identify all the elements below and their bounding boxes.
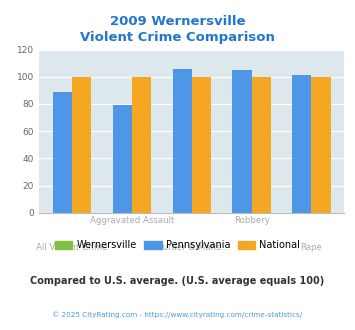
Bar <box>252 77 271 213</box>
Bar <box>132 77 151 213</box>
Text: Rape: Rape <box>300 244 322 252</box>
Text: Violent Crime Comparison: Violent Crime Comparison <box>80 31 275 45</box>
Text: © 2025 CityRating.com - https://www.cityrating.com/crime-statistics/: © 2025 CityRating.com - https://www.city… <box>53 312 302 318</box>
Text: All Violent Crime: All Violent Crime <box>36 244 108 252</box>
Bar <box>311 77 331 213</box>
Bar <box>173 69 192 213</box>
Bar <box>72 77 91 213</box>
Legend: Wernersville, Pennsylvania, National: Wernersville, Pennsylvania, National <box>51 236 304 254</box>
Bar <box>233 70 252 213</box>
Text: Murder & Mans...: Murder & Mans... <box>155 244 229 252</box>
Bar <box>292 75 311 213</box>
Bar <box>192 77 211 213</box>
Bar <box>53 92 72 213</box>
Text: 2009 Wernersville: 2009 Wernersville <box>110 15 245 28</box>
Bar <box>113 105 132 213</box>
Text: Compared to U.S. average. (U.S. average equals 100): Compared to U.S. average. (U.S. average … <box>31 276 324 286</box>
